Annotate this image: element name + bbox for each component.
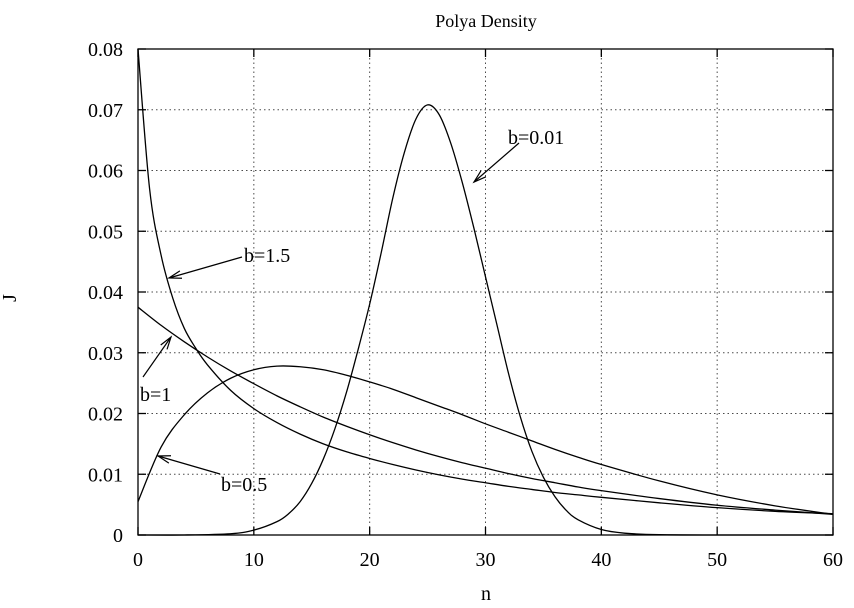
chart-title: Polya Density: [435, 11, 537, 31]
series-line-3: [137, 104, 833, 536]
annotation: b=1.5: [167, 245, 290, 279]
y-tick-label: 0.08: [88, 39, 123, 61]
annotation-arrowhead: [160, 335, 173, 350]
axis-ticks: [137, 48, 834, 536]
annotation: b=0.5: [156, 455, 267, 496]
x-tick-label: 10: [244, 549, 264, 571]
grid-lines: [138, 49, 833, 535]
annotation-label: b=0.5: [221, 474, 267, 496]
annotation-arrowhead: [156, 455, 172, 464]
x-tick-label: 40: [591, 549, 611, 571]
y-tick-label: 0.07: [88, 100, 123, 122]
series-line-2: [137, 365, 834, 515]
y-axis-label: J: [0, 294, 21, 302]
x-tick-labels: 0 10 20 30 40 50 60: [133, 549, 843, 571]
annotation-arrow: [168, 256, 243, 279]
series-line-0: [137, 306, 834, 515]
x-tick-label: 0: [133, 549, 143, 571]
x-tick-label: 20: [360, 549, 380, 571]
x-axis-label: n: [481, 583, 491, 605]
series-curves: [137, 48, 834, 536]
x-tick-label: 30: [476, 549, 496, 571]
y-tick-labels: 0 0.01 0.02 0.03 0.04 0.05 0.06 0.07 0.08: [88, 39, 123, 547]
y-tick-label: 0: [113, 525, 123, 547]
annotation-arrowhead: [472, 170, 487, 184]
annotation-arrowhead: [167, 270, 183, 279]
y-tick-label: 0.05: [88, 221, 123, 243]
annotation-arrow: [157, 455, 221, 475]
annotation-arrow: [142, 336, 172, 378]
x-tick-label: 60: [823, 549, 843, 571]
annotation-label: b=1: [140, 384, 171, 406]
annotations: b=0.01 b=1.5 b=1 b=0.5: [140, 127, 564, 496]
y-tick-label: 0.04: [88, 282, 123, 304]
annotation: b=1: [140, 335, 173, 406]
y-tick-label: 0.03: [88, 343, 123, 365]
annotation-arrow: [473, 142, 520, 183]
y-tick-label: 0.01: [88, 464, 123, 486]
annotation: b=0.01: [472, 127, 564, 184]
x-tick-label: 50: [707, 549, 727, 571]
series-line-1: [137, 48, 834, 515]
y-tick-label: 0.06: [88, 161, 123, 183]
y-tick-label: 0.02: [88, 404, 123, 426]
annotation-label: b=0.01: [508, 127, 564, 149]
annotation-label: b=1.5: [244, 245, 290, 267]
